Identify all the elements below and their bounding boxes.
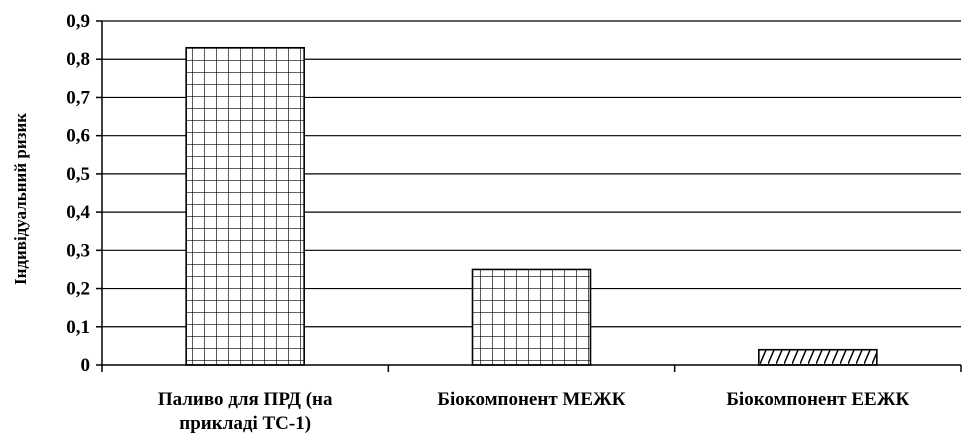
y-tick-label: 0,6 xyxy=(66,126,90,147)
y-tick-labels: 0 0,1 0,2 0,3 0,4 0,5 0,6 0,7 0,8 0,9 xyxy=(66,11,90,376)
y-tick-label: 0 xyxy=(81,355,91,376)
bar xyxy=(185,46,305,366)
y-tick-label: 0,8 xyxy=(66,49,90,70)
bar xyxy=(758,348,878,366)
y-tick-label: 0,7 xyxy=(66,87,90,108)
y-tick-label: 0,3 xyxy=(66,240,90,261)
y-tick-label: 0,1 xyxy=(66,317,90,338)
axes xyxy=(96,20,962,372)
bars xyxy=(185,46,878,366)
y-tick-label: 0,4 xyxy=(66,202,90,223)
y-tick-label: 0,2 xyxy=(66,279,90,300)
bar xyxy=(471,268,592,366)
x-tick-label: Паливо для ПРД (на прикладі ТС-1) xyxy=(158,389,333,434)
y-tick-label: 0,9 xyxy=(66,11,90,32)
y-tick-label: 0,5 xyxy=(66,164,90,185)
y-axis-label: Індивідуальний ризик xyxy=(11,113,30,285)
x-tick-label: Біокомпонент ЕЕЖК xyxy=(726,389,909,410)
x-tick-labels: Паливо для ПРД (на прикладі ТС-1) Біокомпо… xyxy=(158,389,910,434)
x-tick-label: Біокомпонент МЕЖК xyxy=(437,389,625,410)
